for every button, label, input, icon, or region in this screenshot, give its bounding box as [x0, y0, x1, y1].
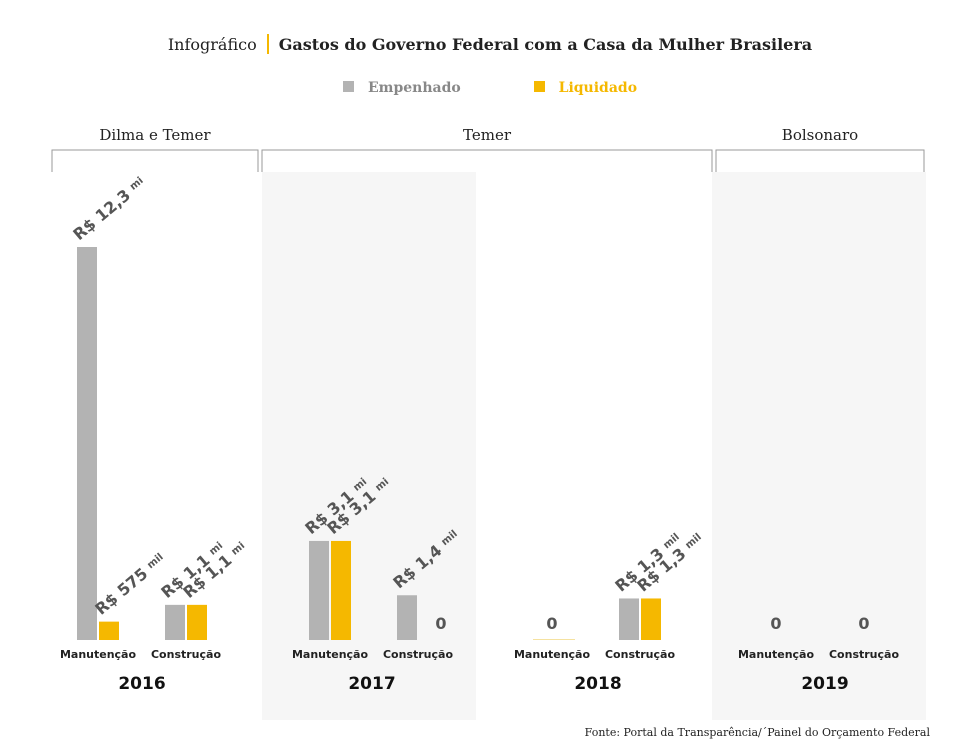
bar-liquidado: [641, 598, 661, 640]
bar-liquidado: [99, 621, 119, 640]
legend: Empenhado Liquidado: [0, 80, 980, 96]
period-bracket-2: [261, 149, 713, 172]
category-label: Manutenção: [514, 648, 591, 661]
bar-liquidado: [187, 604, 207, 640]
category-label: Construção: [383, 648, 453, 661]
legend-label-liquidado: Liquidado: [558, 80, 638, 96]
period-label-1: Dilma e Temer: [99, 126, 211, 144]
period-label-2: Temer: [463, 126, 512, 144]
legend-swatch-empenhado: [342, 81, 354, 92]
legend-swatch-liquidado: [533, 81, 545, 92]
data-label-zero: 0: [435, 614, 446, 633]
data-label: R$ 12,3 mi: [69, 173, 149, 244]
category-label: Manutenção: [292, 648, 369, 661]
bar-empenhado: [77, 247, 97, 640]
panel-background-2019: [712, 172, 926, 720]
kicker: Infográfico: [167, 35, 257, 54]
category-label: Manutenção: [60, 648, 137, 661]
category-label: Construção: [829, 648, 899, 661]
baseline-2018-manutencao: [533, 639, 575, 640]
category-label: Manutenção: [738, 648, 815, 661]
data-label-zero: 0: [858, 614, 869, 633]
period-bracket-3: [715, 149, 925, 172]
chart-header: Infográfico Gastos do Governo Federal com…: [0, 34, 980, 54]
legend-label-empenhado: Empenhado: [367, 80, 461, 96]
year-label-2019: 2019: [801, 674, 848, 694]
legend-item-empenhado: Empenhado: [342, 80, 461, 96]
category-label: Construção: [151, 648, 221, 661]
bar-empenhado: [309, 540, 329, 640]
bar-empenhado: [619, 598, 639, 640]
chart-title: Gastos do Governo Federal com a Casa da …: [278, 35, 813, 54]
header-separator: [266, 34, 269, 54]
period-bracket-1: [51, 149, 259, 172]
bar-liquidado: [331, 540, 351, 640]
data-label-zero: 0: [770, 614, 781, 633]
year-label-2017: 2017: [348, 674, 395, 694]
year-label-2016: 2016: [118, 674, 165, 694]
data-label: R$ 575 mil: [91, 549, 169, 618]
year-label-2018: 2018: [574, 674, 621, 694]
category-label: Construção: [605, 648, 675, 661]
legend-item-liquidado: Liquidado: [533, 80, 638, 96]
bar-empenhado: [165, 604, 185, 640]
panel-background-2017: [262, 172, 476, 720]
source-note: Fonte: Portal da Transparência/´Painel d…: [584, 726, 930, 739]
bar-empenhado: [397, 595, 417, 640]
data-label-zero: 0: [546, 614, 557, 633]
period-label-3: Bolsonaro: [782, 126, 858, 144]
